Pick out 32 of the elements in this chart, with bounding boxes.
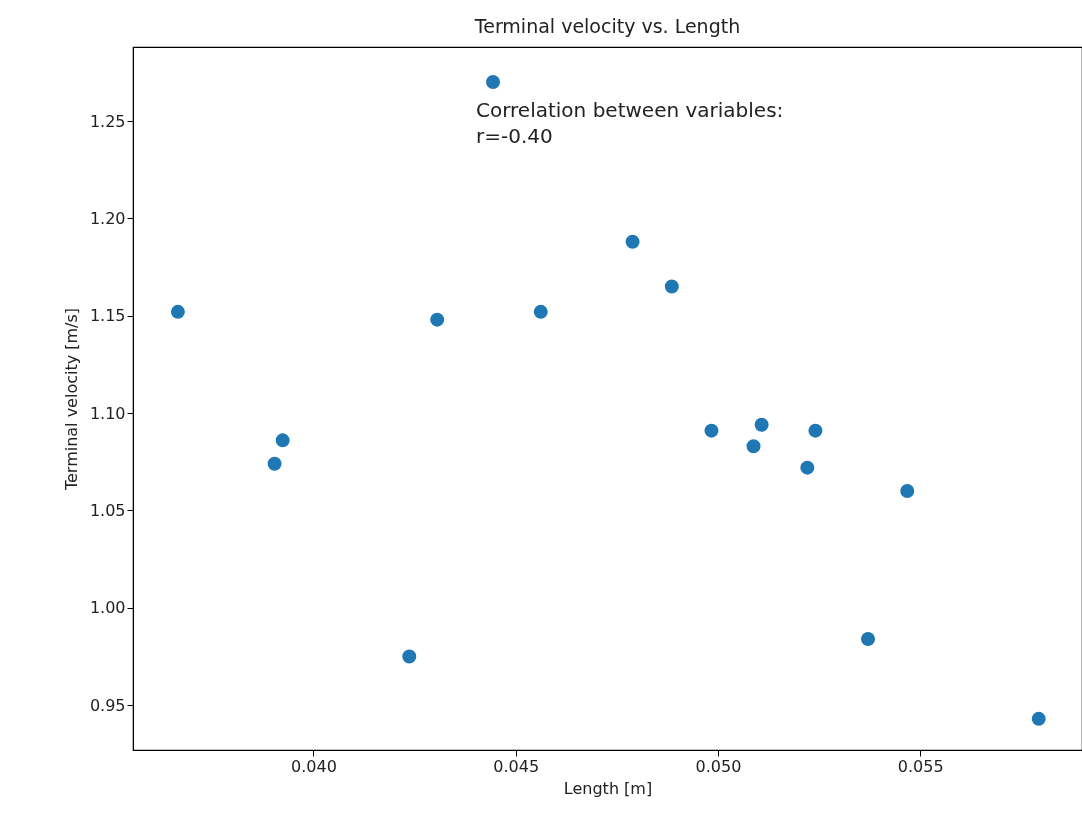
point <box>806 422 824 440</box>
point <box>169 303 187 321</box>
y-tick-label: 1.25 <box>89 111 126 131</box>
x-tick-label: 0.050 <box>695 756 742 776</box>
point <box>663 278 681 296</box>
x-axis-title: Length [m] <box>563 778 653 798</box>
y-tick-label: 1.05 <box>89 500 126 520</box>
point <box>859 630 877 648</box>
point <box>1030 710 1048 728</box>
point <box>428 311 446 329</box>
y-tick-label: 0.95 <box>89 695 126 715</box>
point <box>745 437 763 455</box>
y-axis-title: Terminal velocity [m/s] <box>61 307 81 492</box>
x-tick-label: 0.040 <box>291 756 337 776</box>
point <box>898 482 916 500</box>
x-tick-label: 0.055 <box>897 756 944 776</box>
point <box>753 416 771 434</box>
point <box>798 459 816 477</box>
point <box>532 303 550 321</box>
point <box>266 455 284 473</box>
y-tick-label: 1.20 <box>89 208 126 228</box>
x-tick-label: 0.045 <box>493 756 540 776</box>
point <box>624 233 642 251</box>
point <box>484 73 502 91</box>
annotation: Correlation between variables: r=-0.40 <box>476 98 784 148</box>
y-tick-label: 1.10 <box>89 403 126 423</box>
y-tick-label: 1.00 <box>89 598 126 618</box>
chart-title: Terminal velocity vs. Length <box>473 15 741 37</box>
point <box>400 648 418 666</box>
y-tick-label: 1.15 <box>89 306 126 326</box>
point <box>274 431 292 449</box>
point <box>702 422 720 440</box>
